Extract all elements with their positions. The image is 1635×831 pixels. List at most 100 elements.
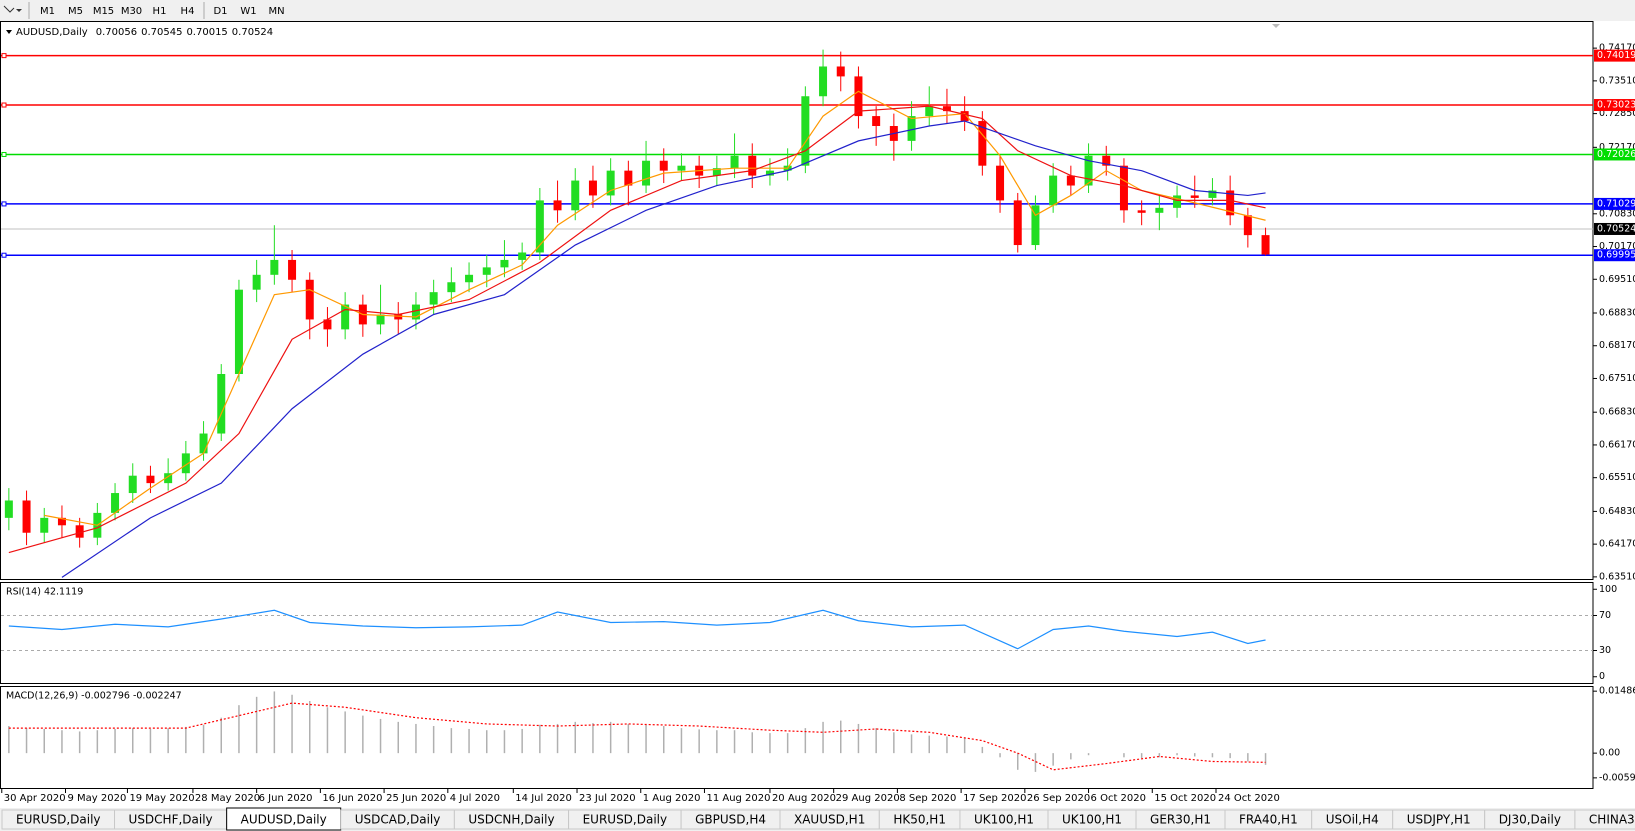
rsi-panel bbox=[0, 582, 1594, 684]
level-label: 0.73023 bbox=[1597, 100, 1635, 111]
tab-label[interactable]: USOil,H4 bbox=[1326, 813, 1379, 827]
timeframe-label[interactable]: M15 bbox=[93, 6, 114, 17]
level-label: 0.74019 bbox=[1597, 50, 1635, 61]
candle-body bbox=[447, 282, 456, 293]
timeframe-button[interactable] bbox=[174, 2, 201, 19]
tab-label[interactable]: GBPUSD,H4 bbox=[695, 813, 766, 827]
tab-label[interactable]: USDCNH,Daily bbox=[468, 813, 554, 827]
candle-body bbox=[234, 289, 243, 375]
y-tick-label: 0.72170 bbox=[1599, 142, 1635, 153]
timeframe-button[interactable] bbox=[90, 2, 117, 19]
ohlc-value: 0.70056 bbox=[96, 27, 137, 38]
candle-body bbox=[765, 170, 774, 176]
candle-body bbox=[411, 304, 420, 320]
tab-label[interactable]: DJ30,Daily bbox=[1499, 813, 1561, 827]
tab-label[interactable]: EURUSD,Daily bbox=[16, 813, 101, 827]
y-tick-label: 0.00 bbox=[1599, 748, 1620, 759]
candle-body bbox=[323, 319, 332, 330]
candle-body bbox=[164, 473, 173, 484]
moving-average bbox=[61, 120, 1266, 578]
tab-label[interactable]: UK100,H1 bbox=[974, 813, 1034, 827]
signal-line bbox=[8, 702, 1266, 771]
candle-body bbox=[394, 314, 403, 320]
tab-label[interactable]: HK50,H1 bbox=[893, 813, 946, 827]
x-tick-label: 29 Aug 2020 bbox=[836, 793, 900, 804]
x-tick-label: 8 Sep 2020 bbox=[899, 793, 956, 804]
tab-label[interactable]: EURUSD,Daily bbox=[583, 813, 668, 827]
candle-body bbox=[1226, 190, 1235, 216]
y-tick-label: 0 bbox=[1599, 671, 1605, 682]
candle-body bbox=[1208, 190, 1217, 198]
timeframe-label[interactable]: D1 bbox=[213, 6, 227, 17]
tool-icon[interactable] bbox=[3, 5, 15, 13]
candle-body bbox=[500, 259, 509, 268]
timeframe-label[interactable]: W1 bbox=[240, 6, 256, 17]
candle-body bbox=[942, 106, 951, 112]
y-tick-label: 100 bbox=[1599, 584, 1617, 595]
tab-label[interactable]: USDJPY,H1 bbox=[1407, 813, 1471, 827]
candle-body bbox=[465, 274, 474, 283]
timeframe-label[interactable]: H4 bbox=[181, 6, 195, 17]
timeframe-button[interactable] bbox=[62, 2, 89, 19]
candle-body bbox=[128, 475, 137, 494]
timeframe-label[interactable]: MN bbox=[268, 6, 284, 17]
x-tick-label: 26 Sep 2020 bbox=[1027, 793, 1090, 804]
tab-label[interactable]: USDCAD,Daily bbox=[355, 813, 441, 827]
candle-body bbox=[588, 180, 597, 196]
x-tick-label: 9 May 2020 bbox=[67, 793, 126, 804]
tab[interactable] bbox=[1574, 809, 1635, 830]
candle-body bbox=[1173, 195, 1182, 208]
candle-body bbox=[57, 517, 66, 526]
chart-header: AUDUSD,Daily 0.70056 0.70545 0.70015 0.70524 bbox=[16, 27, 273, 38]
candle-body bbox=[836, 66, 845, 77]
tab-label[interactable]: GER30,H1 bbox=[1150, 813, 1211, 827]
candle-body bbox=[801, 96, 810, 166]
tool-dropdown[interactable] bbox=[16, 9, 22, 12]
macd-panel bbox=[0, 686, 1594, 789]
candle-body bbox=[1119, 165, 1128, 211]
candle-body bbox=[1013, 200, 1022, 246]
timeframe-label[interactable]: H1 bbox=[153, 6, 167, 17]
y-tick-label: 0.73510 bbox=[1599, 75, 1635, 86]
tab-label[interactable]: AUDUSD,Daily bbox=[241, 813, 327, 827]
candle-body bbox=[642, 160, 651, 186]
y-tick-label: 0.72850 bbox=[1599, 108, 1635, 119]
x-tick-label: 16 Jun 2020 bbox=[322, 793, 382, 804]
tab-label[interactable]: XAUUSD,H1 bbox=[794, 813, 865, 827]
timeframe-button[interactable] bbox=[118, 2, 145, 19]
candle-body bbox=[535, 200, 544, 253]
candle-body bbox=[252, 274, 261, 290]
y-tick-label: 0.68830 bbox=[1599, 307, 1635, 318]
timeframe-button[interactable] bbox=[207, 2, 234, 19]
shift-marker bbox=[1272, 24, 1280, 28]
timeframe-button[interactable] bbox=[34, 2, 61, 19]
y-tick-label: 0.67510 bbox=[1599, 373, 1635, 384]
timeframe-label[interactable]: M5 bbox=[68, 6, 83, 17]
tab-label[interactable]: USDCHF,Daily bbox=[129, 813, 213, 827]
candle-body bbox=[1031, 205, 1040, 246]
timeframe-button[interactable] bbox=[263, 2, 290, 19]
y-tick-label: 0.70830 bbox=[1599, 208, 1635, 219]
y-tick-label: -0.00593 bbox=[1599, 772, 1635, 783]
candle-body bbox=[712, 168, 721, 176]
timeframe-label[interactable]: M30 bbox=[121, 6, 142, 17]
candle-body bbox=[1084, 155, 1093, 186]
tab-label[interactable]: CHINA300,H1 bbox=[1589, 813, 1635, 827]
timeframe-label[interactable]: M1 bbox=[40, 6, 55, 17]
timeframe-button[interactable] bbox=[235, 2, 262, 19]
candle-body bbox=[4, 500, 13, 518]
tab-label[interactable]: UK100,H1 bbox=[1062, 813, 1122, 827]
x-tick-label: 25 Jun 2020 bbox=[386, 793, 446, 804]
timeframe-button[interactable] bbox=[146, 2, 173, 19]
candle-body bbox=[146, 475, 155, 484]
level-label-box bbox=[1594, 148, 1635, 161]
tab-label[interactable]: FRA40,H1 bbox=[1239, 813, 1298, 827]
x-tick-label: 14 Jul 2020 bbox=[515, 793, 572, 804]
main-panel bbox=[0, 21, 1594, 580]
x-tick-label: 28 May 2020 bbox=[195, 793, 260, 804]
candle-body bbox=[482, 267, 491, 275]
y-tick-label: 0.66170 bbox=[1599, 439, 1635, 450]
candle-body bbox=[305, 279, 314, 320]
price-label: 0.70524 bbox=[1597, 223, 1635, 234]
candle-body bbox=[341, 304, 350, 330]
